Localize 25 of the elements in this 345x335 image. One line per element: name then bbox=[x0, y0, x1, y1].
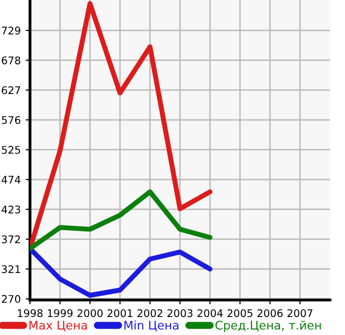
y-tick-label: 525 bbox=[2, 146, 20, 154]
x-tick-label: 2005 bbox=[228, 309, 252, 318]
x-tick-label: 2004 bbox=[198, 309, 223, 318]
legend-label: Max Цена bbox=[30, 320, 87, 332]
line-series bbox=[30, 189, 212, 251]
y-tick-label: 627 bbox=[2, 86, 20, 94]
y-tick-label: 423 bbox=[2, 206, 20, 214]
y-tick-label: 270 bbox=[2, 295, 20, 303]
legend-label: Сред.Цена, т.йен bbox=[215, 320, 321, 332]
y-tick-label: 729 bbox=[2, 26, 20, 35]
x-tick-label: 2003 bbox=[168, 309, 192, 318]
x-tick-label: 2006 bbox=[258, 309, 283, 318]
x-tick-label: 1999 bbox=[48, 309, 73, 318]
y-tick-label: 321 bbox=[2, 265, 20, 274]
x-tick-label: 1998 bbox=[18, 309, 43, 318]
x-tick-label: 2001 bbox=[108, 309, 132, 318]
x-tick-label: 2002 bbox=[138, 309, 162, 318]
y-tick-label: 372 bbox=[2, 235, 20, 244]
y-tick-label: 474 bbox=[2, 176, 20, 184]
legend-label: Min Цена bbox=[124, 320, 178, 332]
x-tick-label: 2000 bbox=[78, 309, 103, 318]
y-tick-label: 678 bbox=[2, 56, 20, 64]
line-series bbox=[30, 246, 212, 298]
y-tick-label: 576 bbox=[2, 116, 20, 124]
x-tick-label: 2007 bbox=[288, 309, 312, 318]
